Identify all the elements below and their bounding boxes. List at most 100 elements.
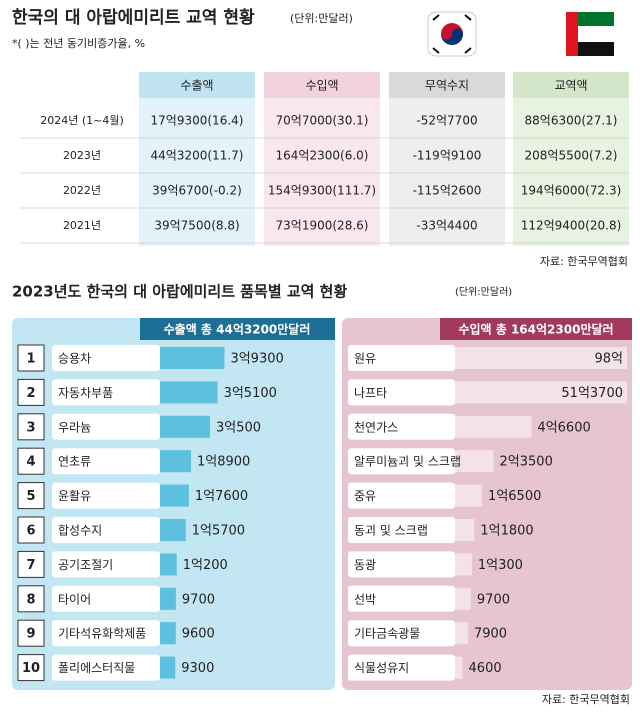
rank-box xyxy=(17,447,45,475)
label-box xyxy=(52,620,160,647)
cell: 73억1900(28.6) xyxy=(276,219,369,233)
cell: 39억6700(-0.2) xyxy=(152,184,242,198)
source: 자료: 한국무역협회 xyxy=(542,693,630,706)
rank: 2 xyxy=(26,386,35,401)
cell: -115억2600 xyxy=(413,184,482,198)
cell: 112억9400(20.8) xyxy=(521,219,622,233)
category-label: 동광 xyxy=(354,558,376,572)
row-label: 2024년 (1~4월) xyxy=(40,114,124,127)
rank: 7 xyxy=(26,558,35,573)
label-box xyxy=(348,585,455,612)
label-box xyxy=(348,413,455,440)
value-label: 1억7600 xyxy=(195,489,248,504)
cell: 88억6300(27.1) xyxy=(525,114,618,128)
cell: -33억4400 xyxy=(416,219,477,233)
bar xyxy=(455,347,627,369)
bar xyxy=(455,519,475,541)
label-box xyxy=(52,551,160,578)
value-label: 51억3700 xyxy=(561,386,623,401)
label-box xyxy=(348,654,455,681)
column-header-bg xyxy=(389,72,505,98)
korea-flag xyxy=(427,11,477,57)
category-label: 폴리에스터직물 xyxy=(58,661,135,675)
bar xyxy=(160,622,176,645)
column-header: 교역액 xyxy=(554,79,587,93)
label-box xyxy=(52,413,160,440)
bar xyxy=(455,656,463,679)
rank: 9 xyxy=(26,627,35,642)
rank: 1 xyxy=(26,352,35,367)
table: 수출액 수입액 무역수지 교역액 2024년 (1~4월) 17억9300(16.4) 70… xyxy=(20,72,630,246)
label-box xyxy=(52,448,160,475)
category-label: 합성수지 xyxy=(58,524,102,538)
category-label: 원유 xyxy=(354,352,376,366)
label-box xyxy=(52,654,160,681)
value-label: 3억5100 xyxy=(224,386,277,401)
category-label: 승용차 xyxy=(58,352,91,366)
value-label: 1억5700 xyxy=(192,524,245,539)
export-header xyxy=(140,318,335,340)
section-title: 2023년도 한국의 대 아랍에미리트 품목별 교역 현황 xyxy=(12,283,347,301)
value-label: 9700 xyxy=(477,592,510,607)
cell: 194억6000(72.3) xyxy=(521,184,622,198)
cell: -52억7700 xyxy=(416,114,477,128)
label-box xyxy=(348,448,455,475)
label-box xyxy=(52,585,160,612)
import-header xyxy=(440,318,632,340)
bar xyxy=(160,415,211,438)
bar xyxy=(160,347,225,369)
category-label: 기타석유화학제품 xyxy=(58,627,146,641)
value-label: 3억500 xyxy=(216,420,261,435)
column-header-bg xyxy=(513,72,629,98)
category-label: 연초류 xyxy=(58,455,91,469)
bar xyxy=(455,484,483,507)
value-label: 7900 xyxy=(474,627,507,642)
bar xyxy=(160,656,176,679)
value-label: 98억 xyxy=(594,352,623,367)
label-box xyxy=(348,379,455,406)
unit: (단위:만달러) xyxy=(290,12,353,25)
category-label: 동괴 및 스크랩 xyxy=(354,524,428,538)
source: 자료: 한국무역협회 xyxy=(540,255,628,268)
category-label: 기타금속광물 xyxy=(354,627,420,641)
label-box xyxy=(348,482,455,509)
value-label: 9700 xyxy=(182,592,215,607)
bar xyxy=(160,450,191,473)
rank-box xyxy=(17,344,45,372)
value-label: 1억8900 xyxy=(197,455,250,470)
rank-box xyxy=(17,378,45,406)
label-box xyxy=(348,517,455,543)
value-label: 9300 xyxy=(181,661,214,676)
label-box xyxy=(348,345,455,371)
column-header: 수출액 xyxy=(180,79,213,93)
column-header-bg xyxy=(139,72,255,98)
bar xyxy=(160,587,176,610)
category-label: 천연가스 xyxy=(354,419,398,434)
rank-box xyxy=(17,482,45,510)
label-box xyxy=(52,345,160,371)
column-bg xyxy=(389,72,505,246)
category-label: 공기조절기 xyxy=(58,558,113,572)
cell: 164억2300(6.0) xyxy=(276,149,369,163)
rank-box xyxy=(17,550,45,578)
note: *( )는 전년 동기비증가율, % xyxy=(12,37,145,50)
category-label: 선박 xyxy=(354,592,376,606)
bar xyxy=(455,553,472,576)
category-label: 자동차부품 xyxy=(58,386,113,400)
bar xyxy=(455,587,471,610)
panel-title: 수출액 총 44억3200만달러 xyxy=(164,322,311,337)
bar xyxy=(160,519,186,541)
rank: 5 xyxy=(26,489,35,504)
rank-box xyxy=(17,619,45,647)
label-box xyxy=(52,517,160,543)
value-label: 1억6500 xyxy=(488,489,541,504)
uae-flag xyxy=(566,12,614,56)
rank-box xyxy=(17,516,45,544)
category-label: 알루미늄괴 및 스크랩 xyxy=(354,455,461,469)
rank: 6 xyxy=(26,524,35,539)
row-label: 2021년 xyxy=(63,219,101,232)
rank-box xyxy=(17,654,45,682)
value-label: 2억3500 xyxy=(500,455,553,470)
